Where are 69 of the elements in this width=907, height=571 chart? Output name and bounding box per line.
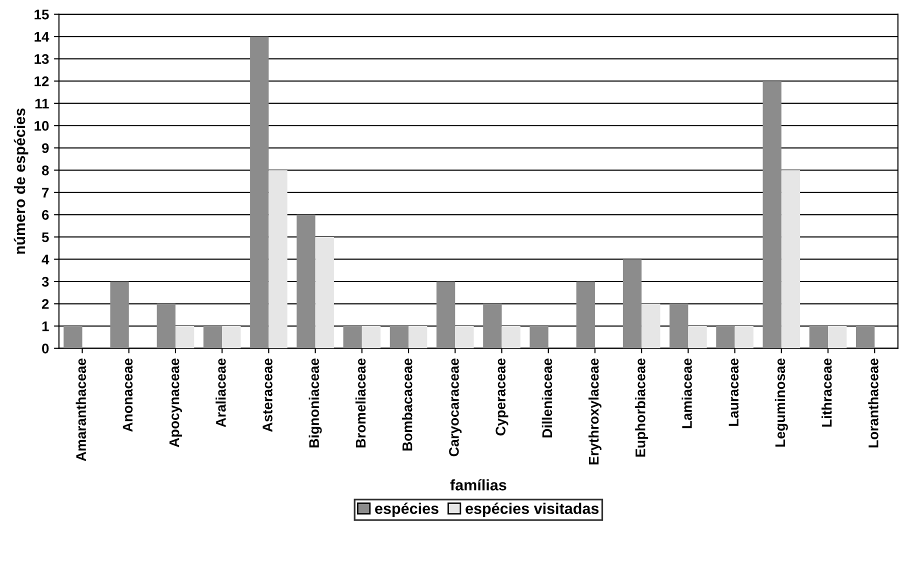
x-axis-title: famílias: [450, 479, 506, 490]
x-tick-label: Leguminosae: [774, 358, 788, 447]
legend-label: espécies: [375, 502, 438, 518]
bar: [828, 326, 847, 348]
y-tick-label: 2: [42, 299, 49, 309]
bar: [390, 326, 409, 348]
bar: [222, 326, 241, 348]
bar: [64, 326, 82, 348]
bar: [502, 326, 520, 348]
bar: [436, 282, 456, 348]
x-tick-label: Bromeliaceae: [355, 358, 366, 448]
y-tick-label: 10: [34, 120, 49, 131]
y-tick-label: 3: [42, 276, 49, 287]
bar: [762, 81, 782, 348]
y-tick-label: 7: [42, 188, 49, 198]
bar: [250, 36, 269, 348]
x-tick-label: Anonaceae: [122, 358, 133, 432]
x-tick-label: Caryocaraceae: [449, 358, 462, 456]
y-tick-label: 4: [42, 254, 50, 264]
legend-label: espécies visitadas: [466, 502, 599, 518]
y-tick-label: 6: [42, 210, 49, 220]
x-tick-label: Amaranthaceae: [76, 358, 86, 462]
bar: [809, 326, 828, 348]
x-tick-label: Dilleniaceae: [542, 358, 552, 438]
y-tick-label: 1: [42, 322, 49, 332]
y-tick-label: 11: [35, 98, 49, 108]
y-tick-label: 15: [34, 10, 49, 20]
bar: [734, 326, 754, 348]
y-tick-label: 5: [42, 232, 49, 242]
x-tick-label: Asteraceae: [262, 358, 272, 432]
bar: [622, 259, 642, 348]
bar: [856, 326, 875, 348]
y-tick-label: 12: [34, 76, 49, 86]
x-tick-label: Bombacaceae: [402, 358, 412, 451]
bar: [110, 282, 129, 348]
bar: [315, 236, 334, 348]
bar: [296, 214, 316, 348]
y-tick-label: 0: [42, 344, 49, 354]
x-tick-label: Lamiaceae: [682, 358, 692, 428]
x-tick-label: Euphorbiaceae: [635, 358, 648, 457]
x-tick-label: Araliaceae: [216, 358, 226, 428]
y-axis-title: número de espécies: [14, 108, 28, 254]
y-tick-label: 8: [42, 165, 49, 176]
x-tick-label: Lauraceae: [728, 358, 739, 426]
y-tick-label: 14: [34, 32, 50, 42]
bar: [688, 326, 707, 348]
bar: [455, 326, 474, 348]
bar: [156, 304, 176, 348]
bar: [203, 326, 222, 348]
bar: [408, 326, 428, 348]
bar: [576, 282, 595, 348]
x-tick-label: Lithraceae: [822, 358, 832, 427]
bar: [483, 304, 502, 348]
bar: [716, 326, 735, 348]
x-tick-label: Erythroxylaceae: [588, 358, 602, 464]
bar: [530, 326, 548, 348]
x-tick-label: Cyperaceae: [496, 358, 508, 436]
x-tick-label: Apocynaceae: [170, 358, 182, 448]
bar: [781, 170, 800, 348]
bar: [642, 304, 660, 348]
bar: [343, 326, 362, 348]
bar: [362, 326, 381, 348]
y-tick-label: 9: [42, 143, 49, 154]
y-tick-label: 13: [34, 54, 49, 64]
bar: [268, 170, 288, 348]
x-tick-label: Bignoniaceae: [308, 358, 322, 448]
x-tick-label: Loranthaceae: [868, 358, 878, 448]
bar: [670, 304, 688, 348]
bar: [175, 326, 194, 348]
